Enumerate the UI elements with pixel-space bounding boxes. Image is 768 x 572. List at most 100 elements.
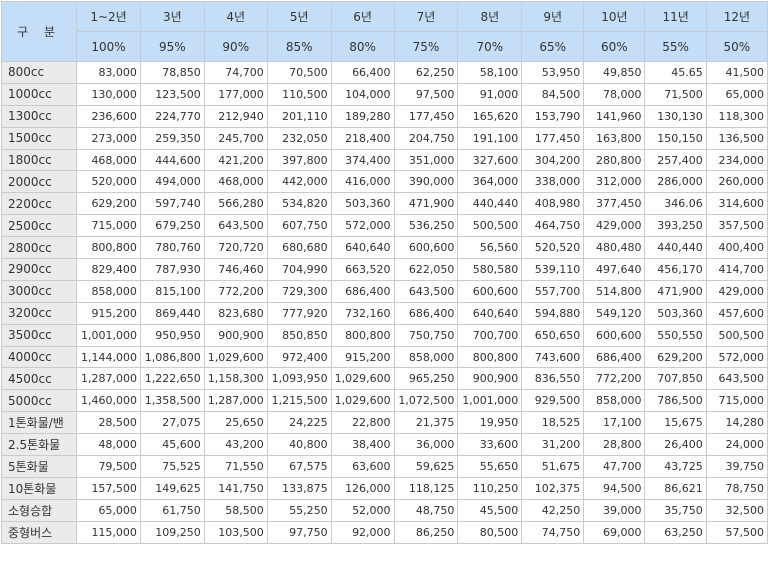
table-cell: 536,250 xyxy=(393,214,459,238)
table-row: 2.5톤화물 48,000 45,600 43,200 40,800 38,400 36,0… xyxy=(0,433,768,457)
row-label: 2000cc xyxy=(0,170,78,194)
table-cell: 780,760 xyxy=(139,236,205,260)
table-row: 4000cc 1,144,000 1,086,800 1,029,600 972,400… xyxy=(0,345,768,369)
table-cell: 520,000 xyxy=(76,170,141,194)
table-cell: 929,500 xyxy=(521,389,585,413)
table-cell: 468,000 xyxy=(76,148,141,172)
table-cell: 67,575 xyxy=(266,455,332,478)
table-cell: 1,358,500 xyxy=(139,389,205,413)
table-cell: 480,480 xyxy=(583,236,646,260)
table-cell: 18,525 xyxy=(521,411,585,435)
percent-header: 95% xyxy=(139,31,205,62)
table-row: 5톤화물 79,500 75,525 71,550 67,575 63,600 59,625… xyxy=(0,455,768,478)
row-label: 3500cc xyxy=(0,323,78,347)
table-cell: 150,150 xyxy=(644,126,707,150)
table-cell: 259,350 xyxy=(139,126,205,150)
table-cell: 56,560 xyxy=(457,236,523,260)
header-row-years: 구 분 1~2년 3년 4년 5년 6년 7년 8년 9년 10년 11년 12년 xyxy=(0,1,768,62)
row-label: 4500cc xyxy=(0,367,78,391)
table-cell: 80,500 xyxy=(457,520,523,544)
table-row: 2000cc 520,000 494,000 468,000 442,000 416,00… xyxy=(0,170,768,194)
table-cell: 234,000 xyxy=(705,148,768,172)
table-cell: 133,875 xyxy=(266,476,332,500)
table-cell: 1,158,300 xyxy=(203,367,268,391)
table-cell: 772,200 xyxy=(583,367,646,391)
year-header: 12년 xyxy=(705,1,768,32)
table-cell: 177,450 xyxy=(393,104,459,128)
corner-header: 구 분 xyxy=(0,1,78,62)
table-cell: 126,000 xyxy=(330,476,395,500)
row-label: 10톤화물 xyxy=(0,476,78,500)
table-cell: 177,450 xyxy=(521,126,585,150)
table-cell: 163,800 xyxy=(583,126,646,150)
table-row: 중형버스 115,000 109,250 103,500 97,750 92,000 86,… xyxy=(0,520,768,544)
table-cell: 850,850 xyxy=(266,323,332,347)
row-label: 1톤화물/밴 xyxy=(0,411,78,435)
row-label: 800cc xyxy=(0,61,78,84)
table-cell: 17,100 xyxy=(583,411,646,435)
table-cell: 715,000 xyxy=(705,389,768,413)
percent-header: 65% xyxy=(521,31,585,62)
table-cell: 58,100 xyxy=(457,61,523,84)
table-cell: 191,100 xyxy=(457,126,523,150)
table-cell: 600,600 xyxy=(457,279,523,303)
table-cell: 63,600 xyxy=(330,455,395,478)
depreciation-tax-table: 구 분 1~2년 3년 4년 5년 6년 7년 8년 9년 10년 11년 12년 100% 95% 9… xyxy=(0,1,768,544)
table-cell: 572,000 xyxy=(330,214,395,238)
percent-header: 75% xyxy=(393,31,459,62)
table-cell: 400,400 xyxy=(705,236,768,260)
table-cell: 471,900 xyxy=(393,192,459,216)
table-cell: 572,000 xyxy=(705,345,768,369)
table-cell: 28,800 xyxy=(583,433,646,457)
table-cell: 157,500 xyxy=(76,476,141,500)
table-cell: 663,520 xyxy=(330,258,395,281)
table-cell: 800,800 xyxy=(76,236,141,260)
table-cell: 65,000 xyxy=(705,82,768,106)
table-cell: 212,940 xyxy=(203,104,268,128)
table-cell: 1,001,000 xyxy=(457,389,523,413)
table-cell: 71,500 xyxy=(644,82,707,106)
tax-rate-table-container: 구 분 1~2년 3년 4년 5년 6년 7년 8년 9년 10년 11년 12년 100% 95% 9… xyxy=(0,1,768,544)
table-cell: 304,200 xyxy=(521,148,585,172)
table-row: 1800cc 468,000 444,600 421,200 397,800 374,40… xyxy=(0,148,768,172)
table-cell: 686,400 xyxy=(393,301,459,325)
table-cell: 103,500 xyxy=(203,520,268,544)
table-cell: 444,600 xyxy=(139,148,205,172)
table-cell: 21,375 xyxy=(393,411,459,435)
table-cell: 686,400 xyxy=(330,279,395,303)
table-cell: 900,900 xyxy=(203,323,268,347)
table-cell: 622,050 xyxy=(393,258,459,281)
table-cell: 468,000 xyxy=(203,170,268,194)
table-cell: 351,000 xyxy=(393,148,459,172)
table-cell: 390,000 xyxy=(393,170,459,194)
table-cell: 629,200 xyxy=(644,345,707,369)
table-cell: 539,110 xyxy=(521,258,585,281)
table-cell: 514,800 xyxy=(583,279,646,303)
table-cell: 414,700 xyxy=(705,258,768,281)
table-cell: 520,520 xyxy=(521,236,585,260)
table-cell: 1,093,950 xyxy=(266,367,332,391)
table-cell: 62,250 xyxy=(393,61,459,84)
table-cell: 815,100 xyxy=(139,279,205,303)
table-cell: 377,450 xyxy=(583,192,646,216)
table-cell: 787,930 xyxy=(139,258,205,281)
table-row: 2200cc 629,200 597,740 566,280 534,820 503,36… xyxy=(0,192,768,216)
table-cell: 312,000 xyxy=(583,170,646,194)
table-cell: 732,160 xyxy=(330,301,395,325)
table-cell: 858,000 xyxy=(76,279,141,303)
table-cell: 750,750 xyxy=(393,323,459,347)
table-cell: 19,950 xyxy=(457,411,523,435)
percent-header: 100% xyxy=(76,31,141,62)
table-cell: 823,680 xyxy=(203,301,268,325)
table-cell: 965,250 xyxy=(393,367,459,391)
table-cell: 86,621 xyxy=(644,476,707,500)
table-cell: 364,000 xyxy=(457,170,523,194)
table-cell: 607,750 xyxy=(266,214,332,238)
table-cell: 500,500 xyxy=(457,214,523,238)
year-header: 8년 xyxy=(457,1,523,32)
percent-header: 50% xyxy=(705,31,768,62)
row-label: 중형버스 xyxy=(0,520,78,544)
table-cell: 357,500 xyxy=(705,214,768,238)
table-cell: 464,750 xyxy=(521,214,585,238)
table-cell: 1,029,600 xyxy=(330,389,395,413)
